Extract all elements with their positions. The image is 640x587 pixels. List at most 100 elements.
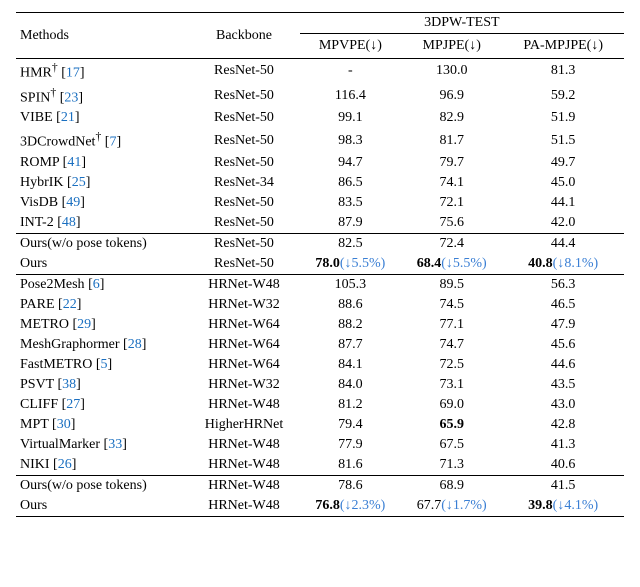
value: 43.5 [551,377,576,392]
value-cell: 116.4 [300,84,401,109]
hdr-mpvpe: MPVPE(↓) [300,34,401,59]
table-row-ours: Ours(w/o pose tokens)ResNet-5082.572.444… [16,233,624,254]
value-cell: - [300,59,401,84]
method-cell: VirtualMarker [33] [16,435,188,455]
value: 44.1 [551,195,576,210]
dagger-icon: † [95,130,101,143]
value: 59.2 [551,88,576,103]
value-cell: 43.5 [502,375,624,395]
value: 72.5 [439,357,464,372]
citation-link[interactable]: 30 [57,417,71,432]
value-cell: 87.7 [300,335,401,355]
value: 46.5 [551,297,576,312]
value-cell: 41.3 [502,435,624,455]
backbone-cell: HRNet-W48 [188,435,299,455]
value: 83.5 [338,195,363,210]
method-name: CLIFF [20,397,58,412]
citation-link[interactable]: 38 [62,377,76,392]
value-cell: 65.9 [401,415,502,435]
value-cell: 81.2 [300,395,401,415]
value: 105.3 [335,277,367,292]
backbone-cell: ResNet-50 [188,153,299,173]
value-cell: 44.4 [502,233,624,254]
value-cell: 78.0(↓5.5%) [300,254,401,275]
table-row: NIKI [26]HRNet-W4881.671.340.6 [16,455,624,476]
method-name: Pose2Mesh [20,277,85,292]
citation-link[interactable]: 6 [93,277,100,292]
citation-link[interactable]: 48 [62,215,76,230]
value: 78.6 [338,478,363,493]
method-cell: NIKI [26] [16,455,188,476]
citation-link[interactable]: 7 [109,135,116,150]
citation-link[interactable]: 17 [66,66,80,81]
backbone-cell: HRNet-W48 [188,274,299,295]
value-cell: 49.7 [502,153,624,173]
value: 87.9 [338,215,363,230]
value-cell: 72.1 [401,193,502,213]
value-cell: 42.0 [502,213,624,234]
citation-link[interactable]: 41 [67,155,81,170]
value-cell: 77.1 [401,315,502,335]
citation-link[interactable]: 27 [66,397,80,412]
citation-link[interactable]: 49 [66,195,80,210]
value-cell: 74.1 [401,173,502,193]
table-row: INT-2 [48]ResNet-5087.975.642.0 [16,213,624,234]
value-cell: 84.0 [300,375,401,395]
delta-value: (↓5.5%) [441,256,487,271]
method-name: VisDB [20,195,58,210]
backbone-cell: ResNet-50 [188,84,299,109]
citation-link[interactable]: 22 [63,297,77,312]
dagger-icon: † [50,86,56,99]
value: 73.1 [439,377,464,392]
value: 81.3 [551,63,576,78]
method-name: INT-2 [20,215,54,230]
value: 87.7 [338,337,363,352]
method-cell: PARE [22] [16,295,188,315]
value: 74.5 [439,297,464,312]
value: 78.0 [315,256,340,271]
value-cell: 72.5 [401,355,502,375]
table-row: METRO [29]HRNet-W6488.277.147.9 [16,315,624,335]
backbone-cell: HigherHRNet [188,415,299,435]
value: 84.0 [338,377,363,392]
citation-link[interactable]: 29 [77,317,91,332]
value-cell: 71.3 [401,455,502,476]
value-cell: 46.5 [502,295,624,315]
method-cell: Ours(w/o pose tokens) [16,475,188,496]
backbone-cell: HRNet-W32 [188,375,299,395]
table-row: SPIN† [23]ResNet-50116.496.959.2 [16,84,624,109]
value: 116.4 [335,88,366,103]
hdr-methods: Methods [16,13,188,59]
table-row: HybrIK [25]ResNet-3486.574.145.0 [16,173,624,193]
table-row: PARE [22]HRNet-W3288.674.546.5 [16,295,624,315]
delta-value: (↓5.5%) [340,256,386,271]
hdr-pampjpe: PA-MPJPE(↓) [502,34,624,59]
value-cell: 96.9 [401,84,502,109]
value-cell: 72.4 [401,233,502,254]
value: 79.7 [439,155,464,170]
value: 86.5 [338,175,363,190]
citation-link[interactable]: 5 [101,357,108,372]
value: 45.0 [551,175,576,190]
hdr-backbone: Backbone [188,13,299,59]
hdr-mpjpe: MPJPE(↓) [401,34,502,59]
value-cell: 42.8 [502,415,624,435]
value-cell: 74.7 [401,335,502,355]
method-name: PSVT [20,377,54,392]
citation-link[interactable]: 21 [61,110,75,125]
method-name: NIKI [20,457,50,472]
method-cell: VisDB [49] [16,193,188,213]
value-cell: 84.1 [300,355,401,375]
backbone-cell: HRNet-W64 [188,355,299,375]
citation-link[interactable]: 26 [58,457,72,472]
value: 94.7 [338,155,363,170]
citation-link[interactable]: 25 [72,175,86,190]
table-row: VIBE [21]ResNet-5099.182.951.9 [16,108,624,128]
citation-link[interactable]: 28 [128,337,142,352]
citation-link[interactable]: 33 [108,437,122,452]
citation-link[interactable]: 23 [64,90,78,105]
method-cell: INT-2 [48] [16,213,188,234]
method-name: VirtualMarker [20,437,100,452]
value-cell: 82.9 [401,108,502,128]
value: 41.3 [551,437,576,452]
